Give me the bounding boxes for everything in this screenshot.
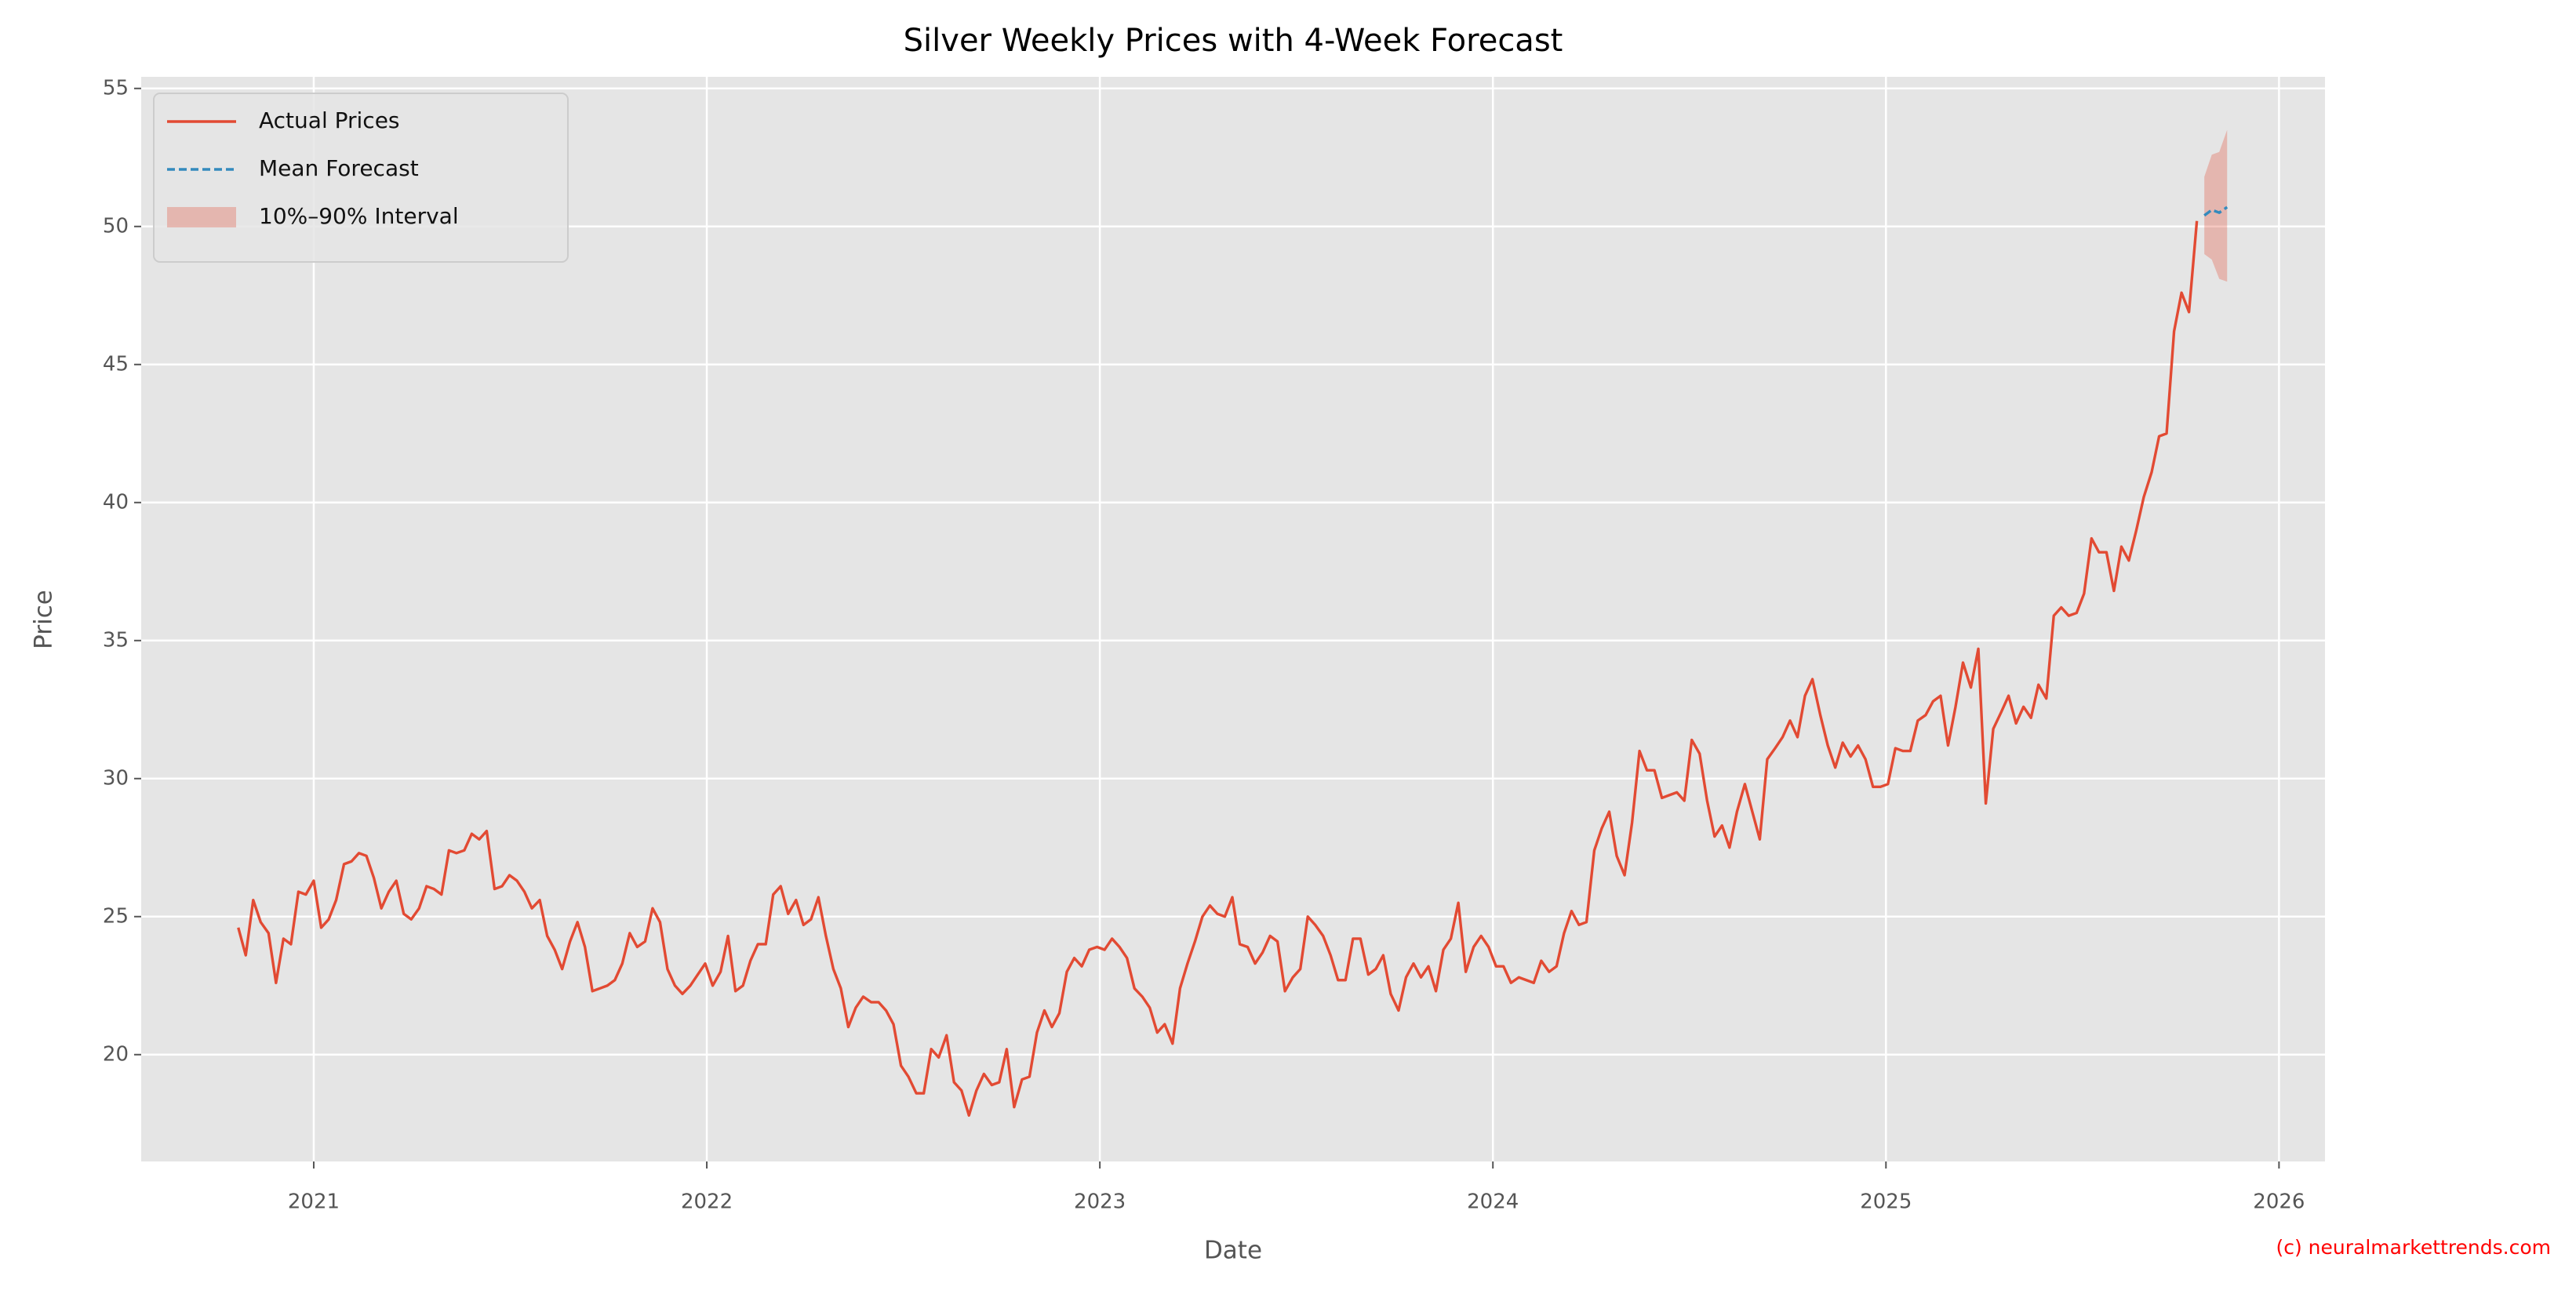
y-tick-label: 25	[103, 904, 129, 928]
x-axis-label: Date	[1204, 1237, 1262, 1265]
grid	[141, 77, 2325, 1161]
legend-label: Mean Forecast	[259, 155, 419, 181]
y-tick-label: 45	[103, 352, 129, 376]
y-tick-label: 55	[103, 76, 129, 100]
chart-title: Silver Weekly Prices with 4-Week Forecas…	[904, 23, 1563, 59]
legend: Actual Prices Mean Forecast 10%–90% Interv…	[153, 93, 569, 263]
y-tick-label: 20	[103, 1042, 129, 1066]
x-tick-label: 2023	[1074, 1190, 1126, 1214]
legend-label: 10%–90% Interval	[259, 203, 459, 229]
watermark: (c) neuralmarkettrends.com	[2276, 1236, 2551, 1259]
legend-frame	[153, 93, 569, 263]
y-axis-label: Price	[30, 590, 58, 649]
y-tick-label: 30	[103, 766, 129, 790]
x-tick-label: 2024	[1467, 1190, 1519, 1214]
data	[237, 129, 2229, 1117]
y-tick-label: 40	[103, 490, 129, 514]
line-series	[237, 220, 2199, 1117]
x-tick-label: 2025	[1860, 1190, 1912, 1214]
x-tick-label: 2026	[2253, 1190, 2305, 1214]
x-tick-label: 2022	[681, 1190, 733, 1214]
legend-swatch	[167, 207, 236, 227]
y-tick-label: 35	[103, 628, 129, 652]
legend-label: Actual Prices	[259, 107, 400, 133]
line-series	[2203, 205, 2229, 217]
x-tick-label: 2021	[288, 1190, 340, 1214]
interval-band	[2204, 129, 2228, 282]
y-tick-label: 50	[103, 214, 129, 238]
